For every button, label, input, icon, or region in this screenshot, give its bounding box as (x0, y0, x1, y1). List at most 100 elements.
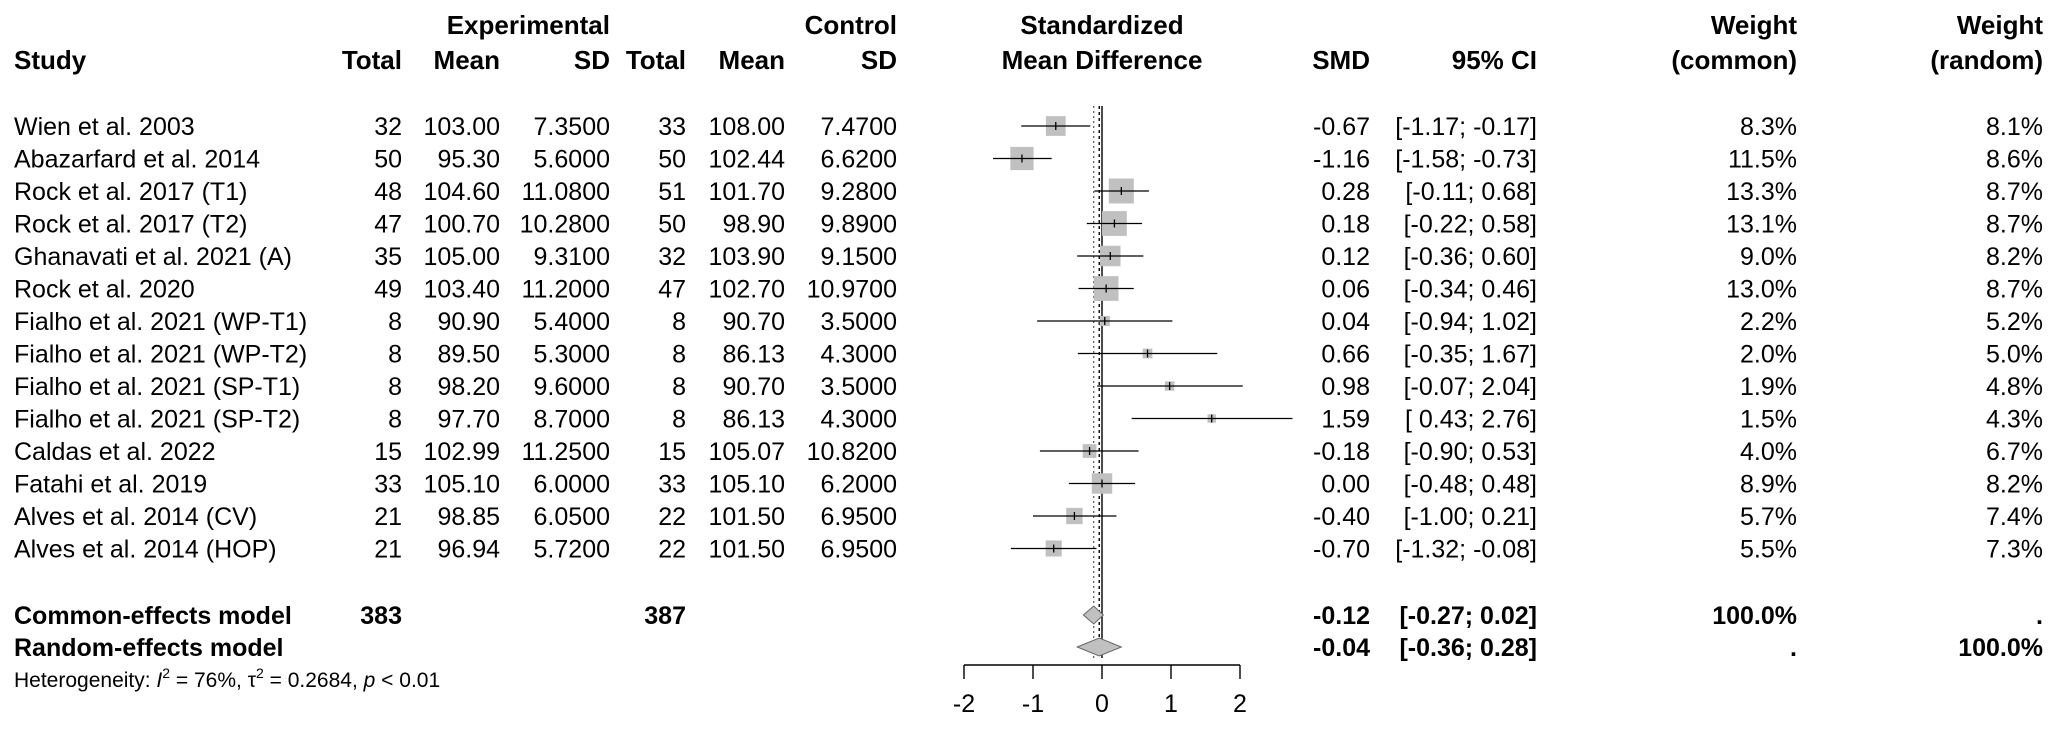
cell-w-random-text: 4.8% (1986, 373, 2043, 401)
summary-diamond (1082, 605, 1105, 625)
cell-ci-text: [-0.36; 0.60] (1404, 243, 1537, 271)
header-effect-line2: Mean Difference (1002, 45, 1203, 75)
study-name: Rock et al. 2017 (T1) (14, 178, 247, 206)
cell-w-common-text: 2.0% (1740, 341, 1797, 369)
cell-e-sd: 6.0500 (534, 503, 610, 531)
tick-label: -2 (953, 690, 975, 718)
cell-w-common-text: 13.1% (1726, 211, 1797, 239)
cell-c-mean: 101.50 (709, 536, 785, 564)
cell-c-mean: 90.70 (722, 308, 785, 336)
cell-w-common-text: 8.3% (1740, 113, 1797, 141)
cell-e-mean: 105.10 (424, 471, 500, 499)
cell-e-total: 33 (374, 471, 402, 499)
cell-smd-text: 0.18 (1321, 211, 1370, 239)
cell-c-sd: 10.9700 (807, 276, 897, 304)
cell-smd-text: -0.67 (1313, 113, 1370, 141)
cell-smd-text: 0.98 (1321, 373, 1370, 401)
cell-e-mean: 104.60 (424, 178, 500, 206)
cell-w-random-text: 7.3% (1986, 536, 2043, 564)
tick-label: 1 (1164, 690, 1178, 718)
cell-c-total: 8 (672, 373, 686, 401)
cell-e-mean: 100.70 (424, 211, 500, 239)
study-name: Rock et al. 2017 (T2) (14, 211, 247, 239)
cell-smd-text: 0.00 (1321, 471, 1370, 499)
heterogeneity-p-value: < 0.01 (375, 669, 440, 692)
cell-c-total: 8 (672, 308, 686, 336)
cell-w-random-text: 8.7% (1986, 178, 2043, 206)
cell-c-mean: 105.10 (709, 471, 785, 499)
cell-c-total: 32 (658, 243, 686, 271)
cell-ci-text: [-0.07; 2.04] (1404, 373, 1537, 401)
cell-ci-text: [-0.94; 1.02] (1404, 308, 1537, 336)
header-ctrl-sd: SD (861, 45, 897, 75)
heterogeneity-tau-value: = 0.2684, (264, 669, 364, 692)
cell-c-sd: 9.2800 (821, 178, 897, 206)
cell-ci-text: [-1.17; -0.17] (1395, 113, 1537, 141)
header-exp-total: Total (342, 45, 402, 75)
cell-c-total: 22 (658, 503, 686, 531)
cell-w-random-text: 7.4% (1986, 503, 2043, 531)
cell-e-mean: 89.50 (437, 341, 500, 369)
cell-smd-text: -0.70 (1313, 536, 1370, 564)
header-study: Study (14, 45, 87, 75)
heterogeneity-prefix: Heterogeneity: (14, 669, 156, 692)
cell-ci-text: [-0.22; 0.58] (1404, 211, 1537, 239)
header-control: Control (805, 10, 897, 40)
cell-e-total: 8 (388, 373, 402, 401)
header-ctrl-mean: Mean (719, 45, 785, 75)
cell-c-mean: 101.50 (709, 503, 785, 531)
cell-ci-text: [-1.32; -0.08] (1395, 536, 1537, 564)
tick-label: -1 (1022, 690, 1044, 718)
cell-e-sd: 6.0000 (534, 471, 610, 499)
cell-c-sd: 6.9500 (821, 503, 897, 531)
tick-label: 0 (1095, 690, 1109, 718)
cell-smd-text: -0.40 (1313, 503, 1370, 531)
study-name: Abazarfard et al. 2014 (14, 146, 260, 174)
cell-w-random-text: 8.7% (1986, 211, 2043, 239)
header-weight-random: (random) (1930, 45, 2043, 75)
cell-c-sd: 9.1500 (821, 243, 897, 271)
tick-label: 2 (1233, 690, 1247, 718)
cell-e-sd: 5.4000 (534, 308, 610, 336)
cell-w-common-text: 13.3% (1726, 178, 1797, 206)
cell-ci-text: [-1.00; 0.21] (1404, 503, 1537, 531)
cell-e-total: 8 (388, 406, 402, 434)
cell-w-common-text: 8.9% (1740, 471, 1797, 499)
cell-e-total: 21 (374, 536, 402, 564)
cell-e-sd: 11.2000 (521, 276, 610, 304)
cell-c-total: 50 (658, 211, 686, 239)
cell-c-mean: 86.13 (722, 406, 785, 434)
cell-c-mean: 102.44 (709, 146, 786, 174)
summary-label: Common-effects model (14, 602, 292, 630)
header-experimental: Experimental (447, 10, 610, 40)
heterogeneity-p-symbol: p (363, 669, 376, 692)
header-weight-common-label: Weight (1711, 10, 1798, 40)
cell-e-mean: 103.40 (424, 276, 500, 304)
cell-e-sd: 7.3500 (534, 113, 610, 141)
cell-e-sd: 10.2800 (520, 211, 610, 239)
cell-c-mean: 98.90 (722, 211, 785, 239)
cell-e-total: 32 (374, 113, 402, 141)
cell-e-sd: 11.0800 (521, 178, 610, 206)
cell-c-sd: 4.3000 (821, 406, 897, 434)
summary-cell-ci-text: [-0.27; 0.02] (1399, 602, 1537, 630)
cell-ci-text: [-1.58; -0.73] (1395, 146, 1537, 174)
study-name: Wien et al. 2003 (14, 113, 195, 141)
summary-label: Random-effects model (14, 634, 283, 662)
cell-e-mean: 96.94 (437, 536, 500, 564)
cell-c-mean: 101.70 (709, 178, 785, 206)
cell-w-common-text: 1.5% (1740, 406, 1797, 434)
cell-w-common-text: 1.9% (1740, 373, 1797, 401)
cell-e-total: 50 (374, 146, 402, 174)
header-effect-line1: Standardized (1020, 10, 1183, 40)
cell-e-mean: 97.70 (437, 406, 500, 434)
cell-c-total: 15 (658, 438, 686, 466)
cell-w-random-text: 5.0% (1986, 341, 2043, 369)
cell-w-random-text: 8.2% (1986, 243, 2043, 271)
summary-cell-ci-text: [-0.36; 0.28] (1399, 634, 1537, 662)
summary-cell-w-random-text: 100.0% (1958, 634, 2043, 662)
cell-w-common-text: 2.2% (1740, 308, 1797, 336)
cell-e-mean: 103.00 (424, 113, 500, 141)
cell-c-sd: 6.9500 (821, 536, 897, 564)
cell-c-total: 51 (658, 178, 686, 206)
